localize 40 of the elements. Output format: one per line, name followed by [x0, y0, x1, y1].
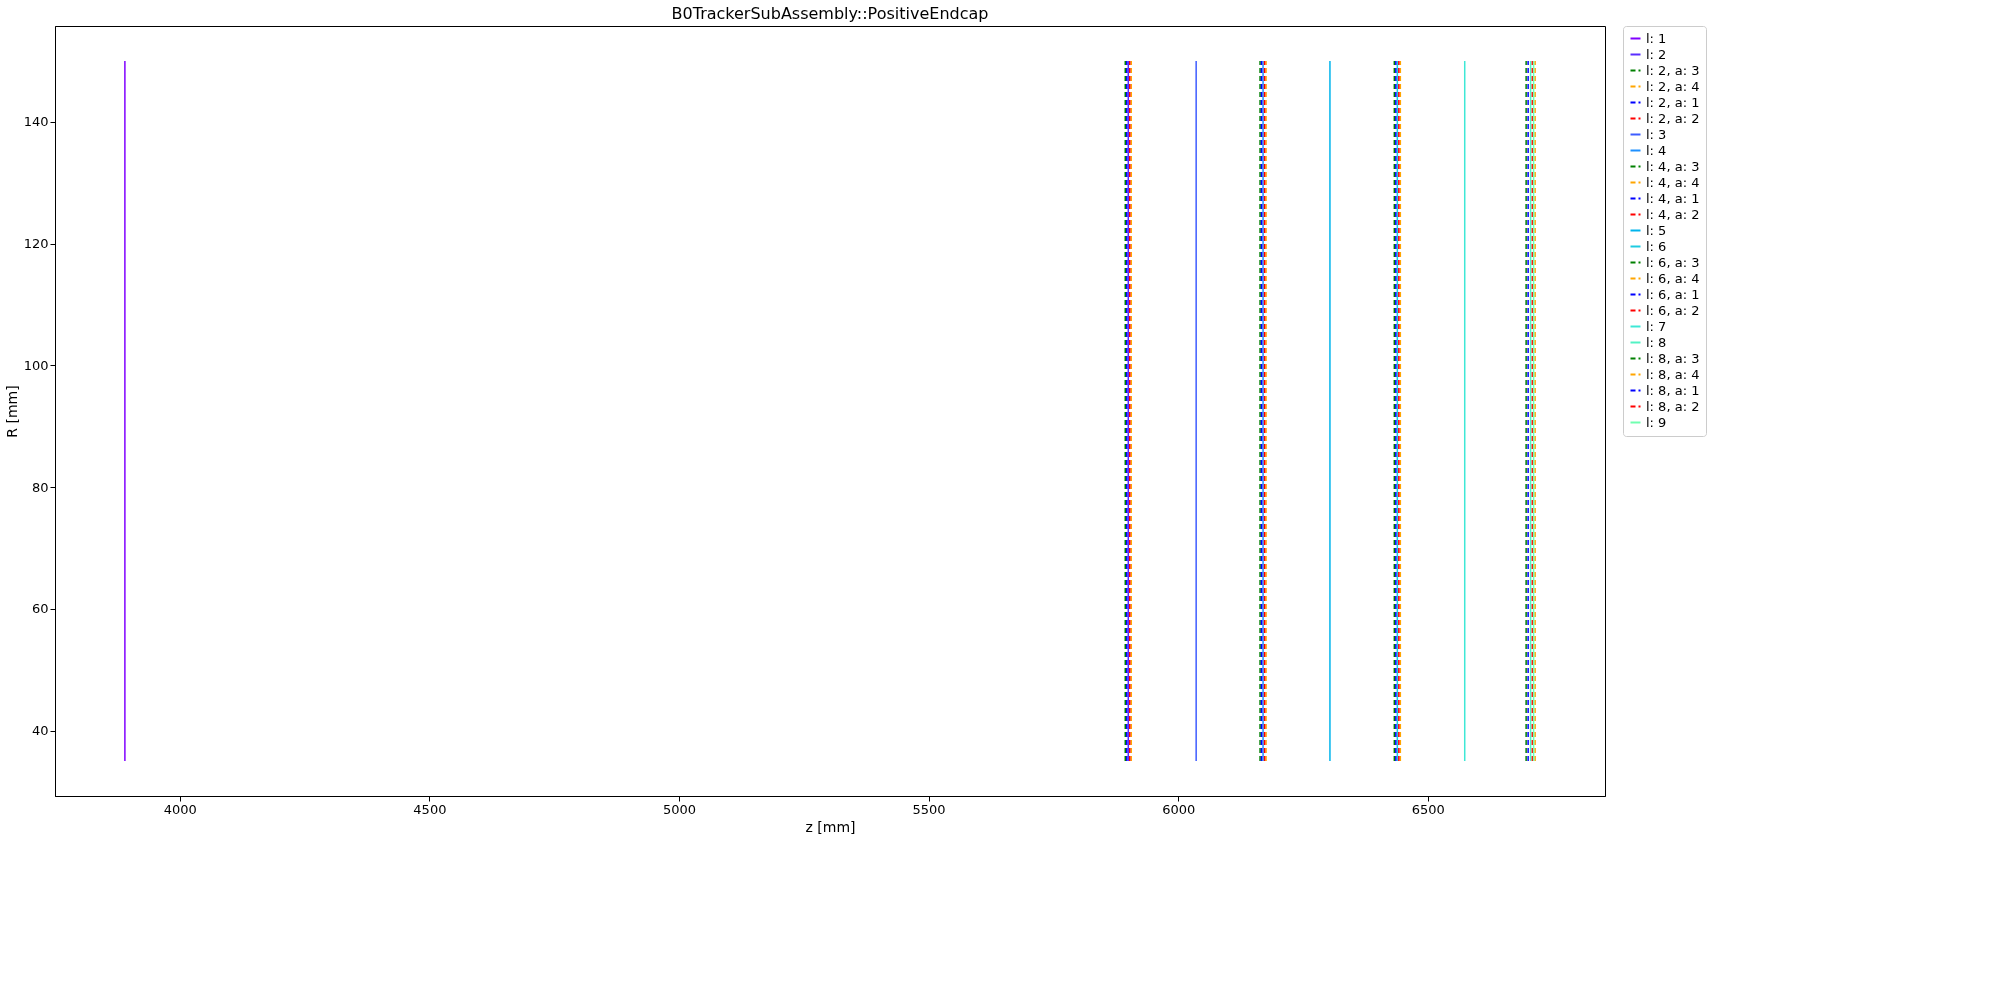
y-tick-label: 100	[23, 357, 49, 373]
y-tick-label: 140	[23, 114, 49, 130]
legend-label: l: 4, a: 3	[1646, 158, 1700, 174]
x-axis-title: z [mm]	[805, 818, 856, 835]
legend-label: l: 9	[1646, 414, 1667, 430]
y-axis-title: R [mm]	[3, 385, 20, 438]
legend-label: l: 8, a: 2	[1646, 398, 1700, 414]
y-tick-label: 60	[31, 601, 49, 617]
legend-label: l: 4	[1646, 142, 1667, 158]
legend-label: l: 6, a: 2	[1646, 302, 1700, 318]
legend-label: l: 8, a: 3	[1646, 350, 1700, 366]
y-tick-label: 40	[31, 723, 49, 739]
legend-label: l: 1	[1646, 30, 1667, 46]
x-tick-label: 4000	[163, 801, 197, 817]
legend-label: l: 7	[1646, 318, 1667, 334]
y-tick-label: 80	[31, 479, 49, 495]
legend-label: l: 5	[1646, 222, 1667, 238]
y-tick-label: 120	[23, 236, 49, 252]
legend-label: l: 8, a: 1	[1646, 382, 1700, 398]
legend-label: l: 6, a: 4	[1646, 270, 1700, 286]
legend-label: l: 2, a: 4	[1646, 78, 1700, 94]
legend-label: l: 8, a: 4	[1646, 366, 1700, 382]
x-tick-label: 5500	[912, 801, 946, 817]
legend-label: l: 6, a: 3	[1646, 254, 1700, 270]
legend-label: l: 4, a: 1	[1646, 190, 1700, 206]
legend-label: l: 4, a: 2	[1646, 206, 1700, 222]
legend-label: l: 2, a: 3	[1646, 62, 1700, 78]
legend-label: l: 6	[1646, 238, 1667, 254]
x-tick-label: 6000	[1162, 801, 1196, 817]
legend-label: l: 2	[1646, 46, 1667, 62]
x-tick-label: 6500	[1411, 801, 1445, 817]
legend-label: l: 4, a: 4	[1646, 174, 1700, 190]
x-tick-label: 4500	[413, 801, 447, 817]
legend-label: l: 2, a: 2	[1646, 110, 1700, 126]
legend-label: l: 3	[1646, 126, 1667, 142]
chart-title: B0TrackerSubAssembly::PositiveEndcap	[671, 3, 989, 23]
x-tick-label: 5000	[662, 801, 697, 817]
legend-label: l: 2, a: 1	[1646, 94, 1700, 110]
legend-label: l: 6, a: 1	[1646, 286, 1700, 302]
legend-label: l: 8	[1646, 334, 1667, 350]
